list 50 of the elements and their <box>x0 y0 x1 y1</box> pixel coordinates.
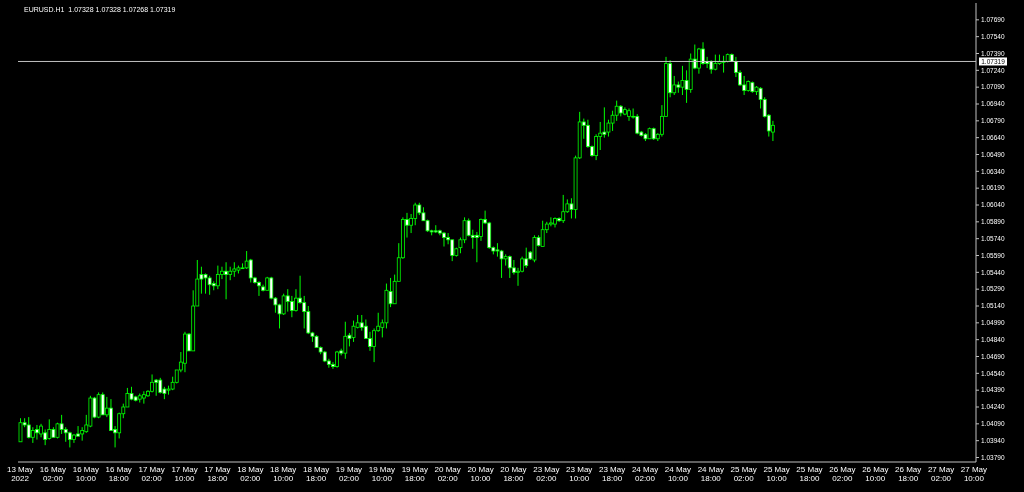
x-tick-label: 26 May 18:00 <box>895 465 922 483</box>
x-tick-label: 16 May 18:00 <box>105 465 132 483</box>
candlestick <box>100 391 105 416</box>
x-tick-label: 23 May 10:00 <box>566 465 593 483</box>
x-tick-label: 25 May 10:00 <box>763 465 790 483</box>
x-tick-label: 13 May 2022 <box>6 465 34 483</box>
candlestick <box>594 133 599 161</box>
candlestick <box>257 280 261 297</box>
x-tick-label: 26 May 02:00 <box>829 465 856 483</box>
x-tick-label: 20 May 02:00 <box>434 465 461 483</box>
candlestick <box>285 288 290 313</box>
x-tick-label: 19 May 02:00 <box>335 465 363 483</box>
candlestick <box>680 65 685 96</box>
x-tick-label: 27 May 10:00 <box>960 465 988 483</box>
candlestick <box>76 425 80 437</box>
x-tick-label: 25 May 18:00 <box>796 465 823 483</box>
candlestick <box>549 216 553 227</box>
x-tick-label: 23 May 02:00 <box>533 465 560 483</box>
x-tick-label: 17 May 18:00 <box>204 465 231 483</box>
candlestick <box>532 234 537 263</box>
candlestick <box>281 293 286 316</box>
x-tick-label: 17 May 02:00 <box>138 465 165 483</box>
x-tick-label: 18 May 18:00 <box>302 465 330 483</box>
candlestick <box>203 272 208 295</box>
x-tick-label: 17 May 10:00 <box>171 465 198 483</box>
x-tick-label: 19 May 10:00 <box>368 465 395 483</box>
candlestick <box>35 424 39 441</box>
x-tick-label: 16 May 10:00 <box>72 465 99 483</box>
candlestick <box>207 275 212 296</box>
candlestick <box>351 320 356 343</box>
x-tick-label: 24 May 10:00 <box>664 465 692 483</box>
candlestick <box>289 295 294 318</box>
candlestick <box>18 417 23 443</box>
x-tick-label: 18 May 02:00 <box>237 465 264 483</box>
x-tick-label: 20 May 18:00 <box>500 465 527 483</box>
x-tick-label: 19 May 18:00 <box>401 465 428 483</box>
x-tick-label: 26 May 10:00 <box>862 465 889 483</box>
x-tick-label: 27 May 02:00 <box>927 465 955 483</box>
candlestick <box>627 107 631 122</box>
x-tick-label: 20 May 10:00 <box>467 465 494 483</box>
candlestick <box>372 327 376 363</box>
x-tick-label: 16 May 02:00 <box>39 465 67 483</box>
candlestick <box>224 261 228 300</box>
candlestick <box>614 100 619 122</box>
candlestick <box>442 231 446 248</box>
x-tick-label: 18 May 10:00 <box>270 465 297 483</box>
x-tick-label: 23 May 18:00 <box>599 465 626 483</box>
x-tick-label: 25 May 02:00 <box>730 465 757 483</box>
x-tick-label: 24 May 18:00 <box>697 465 724 483</box>
x-tick-label: 24 May 02:00 <box>631 465 659 483</box>
